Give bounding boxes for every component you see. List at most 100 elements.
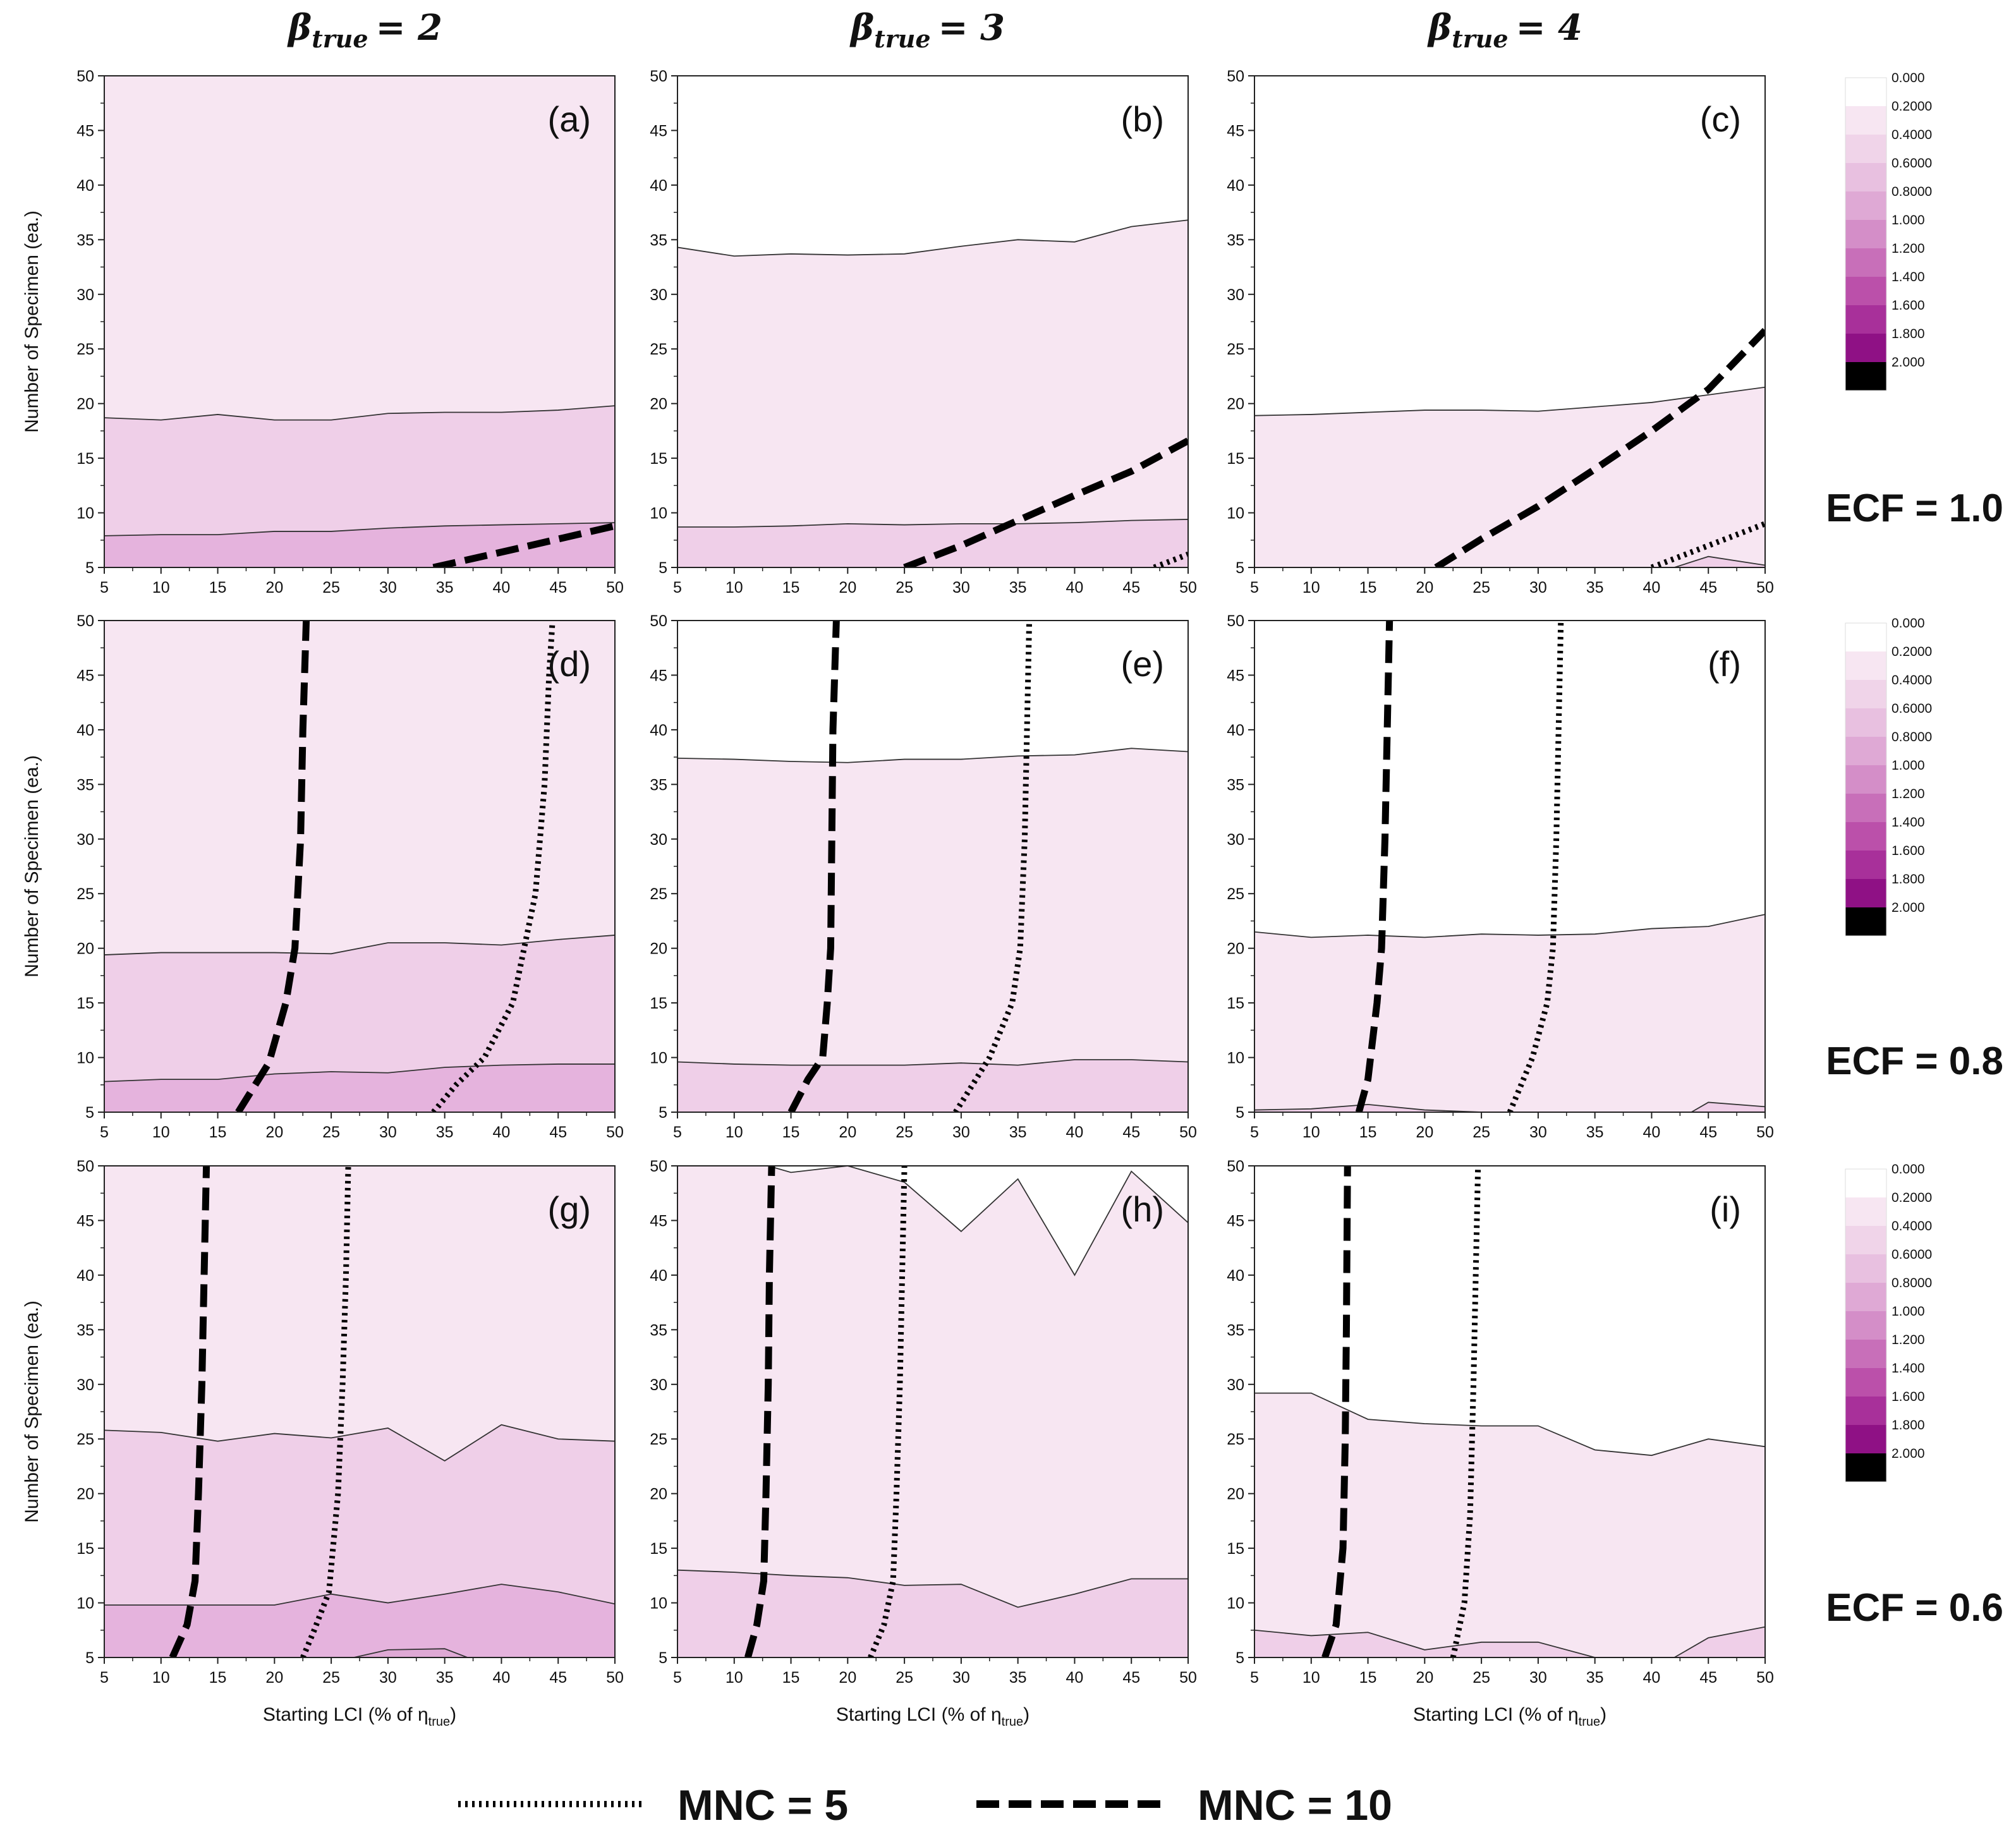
colorbars-layer: 0.000 0.2000 0.4000 0.6000 0.8000 1.000 1.200 1… xyxy=(1845,71,1932,1482)
contour-line xyxy=(1254,1626,1765,1657)
contour-line xyxy=(104,522,615,536)
colorbar-label: 0.2000 xyxy=(1892,1191,1932,1205)
colorbar-swatch xyxy=(1845,135,1886,163)
mnc10-curve xyxy=(744,1166,775,1657)
contour-band xyxy=(1254,1627,1765,1657)
y-tick-label: 35 xyxy=(1227,1321,1244,1339)
x-tick-label: 25 xyxy=(896,1669,913,1687)
y-tick-label: 50 xyxy=(76,68,94,85)
y-tick-label: 20 xyxy=(1227,1486,1244,1503)
colorbar-label: 0.6000 xyxy=(1892,701,1932,716)
y-tick-label: 10 xyxy=(650,1050,667,1067)
y-tick-label: 10 xyxy=(1227,1050,1244,1067)
y-tick-label: 40 xyxy=(650,1267,667,1285)
colorbar-swatch xyxy=(1845,737,1886,765)
x-tick-label: 50 xyxy=(606,1669,624,1687)
y-tick-label: 25 xyxy=(1227,1431,1244,1448)
panels-layer: 5 10 15 20 25 30 35 40 45 50 5 10 15 20 25 30 35 40 45 50 (a… xyxy=(21,68,1774,1729)
colorbar-label: 2.000 xyxy=(1892,1446,1925,1461)
contour-band xyxy=(104,1584,615,1657)
contour-line xyxy=(1674,555,1765,567)
x-tick-label: 45 xyxy=(549,1124,567,1141)
x-tick-label: 45 xyxy=(1122,579,1140,597)
legend-mnc5-label: MNC = 5 xyxy=(677,1781,848,1829)
colorbar-label: 1.600 xyxy=(1892,1390,1925,1404)
x-tick-label: 45 xyxy=(1699,579,1717,597)
colorbar-swatch xyxy=(1845,1453,1886,1482)
x-tick-label: 5 xyxy=(673,1124,682,1141)
x-tick-label: 15 xyxy=(782,579,800,597)
x-tick-label: 10 xyxy=(726,1669,743,1687)
contour-line xyxy=(104,1584,615,1606)
y-tick-label: 10 xyxy=(650,1595,667,1613)
x-tick-label: 35 xyxy=(436,1669,454,1687)
panel-label-d: (d) xyxy=(548,644,591,684)
contour-line xyxy=(677,1059,1188,1066)
x-tick-label: 50 xyxy=(606,579,624,597)
x-tick-label: 20 xyxy=(1416,1124,1433,1141)
x-tick-label: 20 xyxy=(1416,579,1433,597)
mnc10-curve xyxy=(432,522,615,567)
x-tick-label: 40 xyxy=(1643,579,1661,597)
colorbar-2: 0.000 0.2000 0.4000 0.6000 0.8000 1.000 1.200 1… xyxy=(1845,616,1932,936)
x-tick-label: 15 xyxy=(1359,1124,1377,1141)
x-axis-label: Starting LCI (% of ηtrue) xyxy=(263,1704,456,1729)
contour-band xyxy=(677,1060,1188,1112)
x-tick-label: 10 xyxy=(726,579,743,597)
x-axis-label: Starting LCI (% of ηtrue) xyxy=(836,1704,1029,1729)
x-tick-label: 25 xyxy=(896,1124,913,1141)
y-tick-label: 35 xyxy=(1227,776,1244,794)
mnc5-curve xyxy=(300,1166,351,1657)
y-tick-label: 40 xyxy=(76,722,94,739)
y-tick-label: 10 xyxy=(76,1050,94,1067)
x-tick-label: 40 xyxy=(493,1669,511,1687)
colorbar-swatch xyxy=(1845,1197,1886,1226)
panel-label-i: (i) xyxy=(1709,1189,1741,1229)
x-tick-label: 20 xyxy=(839,579,856,597)
y-tick-label: 45 xyxy=(650,1212,667,1230)
x-tick-label: 35 xyxy=(1009,1124,1027,1141)
contour-line xyxy=(1691,1101,1765,1112)
contour-line xyxy=(104,405,615,421)
x-tick-label: 20 xyxy=(265,1124,283,1141)
y-tick-label: 30 xyxy=(1227,831,1244,849)
x-tick-label: 10 xyxy=(152,1669,170,1687)
mnc10-curve xyxy=(169,1166,210,1657)
x-tick-label: 40 xyxy=(1066,1124,1084,1141)
colorbar-label: 1.000 xyxy=(1892,213,1925,227)
contour-line xyxy=(677,1166,1188,1276)
y-tick-label: 40 xyxy=(650,722,667,739)
plot-area-c xyxy=(1254,76,1765,567)
contour-band xyxy=(677,220,1188,567)
y-tick-label: 45 xyxy=(76,1212,94,1230)
colorbar-swatch xyxy=(1845,78,1886,106)
x-tick-label: 5 xyxy=(1250,1669,1259,1687)
legend-mnc10-label: MNC = 10 xyxy=(1198,1781,1392,1829)
y-tick-label: 35 xyxy=(650,776,667,794)
colorbar-label: 1.000 xyxy=(1892,1304,1925,1319)
y-tick-label: 25 xyxy=(76,1431,94,1448)
contour-band xyxy=(677,748,1188,1112)
colorbar-label: 0.4000 xyxy=(1892,1219,1932,1233)
x-tick-label: 20 xyxy=(265,1669,283,1687)
x-tick-label: 40 xyxy=(1066,579,1084,597)
colorbar-swatch xyxy=(1845,851,1886,879)
column-title-beta-3: βtrue = 3 xyxy=(849,7,1005,53)
y-tick-label: 20 xyxy=(1227,940,1244,958)
contour-line xyxy=(104,1063,615,1082)
x-tick-label: 5 xyxy=(1250,579,1259,597)
y-tick-label: 20 xyxy=(650,1486,667,1503)
y-tick-label: 5 xyxy=(1236,559,1244,577)
y-tick-label: 15 xyxy=(1227,995,1244,1012)
x-tick-label: 25 xyxy=(1473,579,1490,597)
colorbar-swatch xyxy=(1845,680,1886,708)
contour-band xyxy=(104,523,615,567)
x-tick-label: 10 xyxy=(152,579,170,597)
plot-area-d xyxy=(104,621,615,1112)
panel-h: 5 10 15 20 25 30 35 40 45 50 5 10 15 20 25 30 35 40 45 50 (h… xyxy=(650,1158,1197,1729)
y-tick-label: 10 xyxy=(1227,505,1244,523)
colorbar-label: 0.8000 xyxy=(1892,185,1932,199)
x-tick-label: 35 xyxy=(1586,579,1604,597)
x-tick-label: 50 xyxy=(1756,579,1774,597)
contour-band xyxy=(1254,1393,1765,1657)
